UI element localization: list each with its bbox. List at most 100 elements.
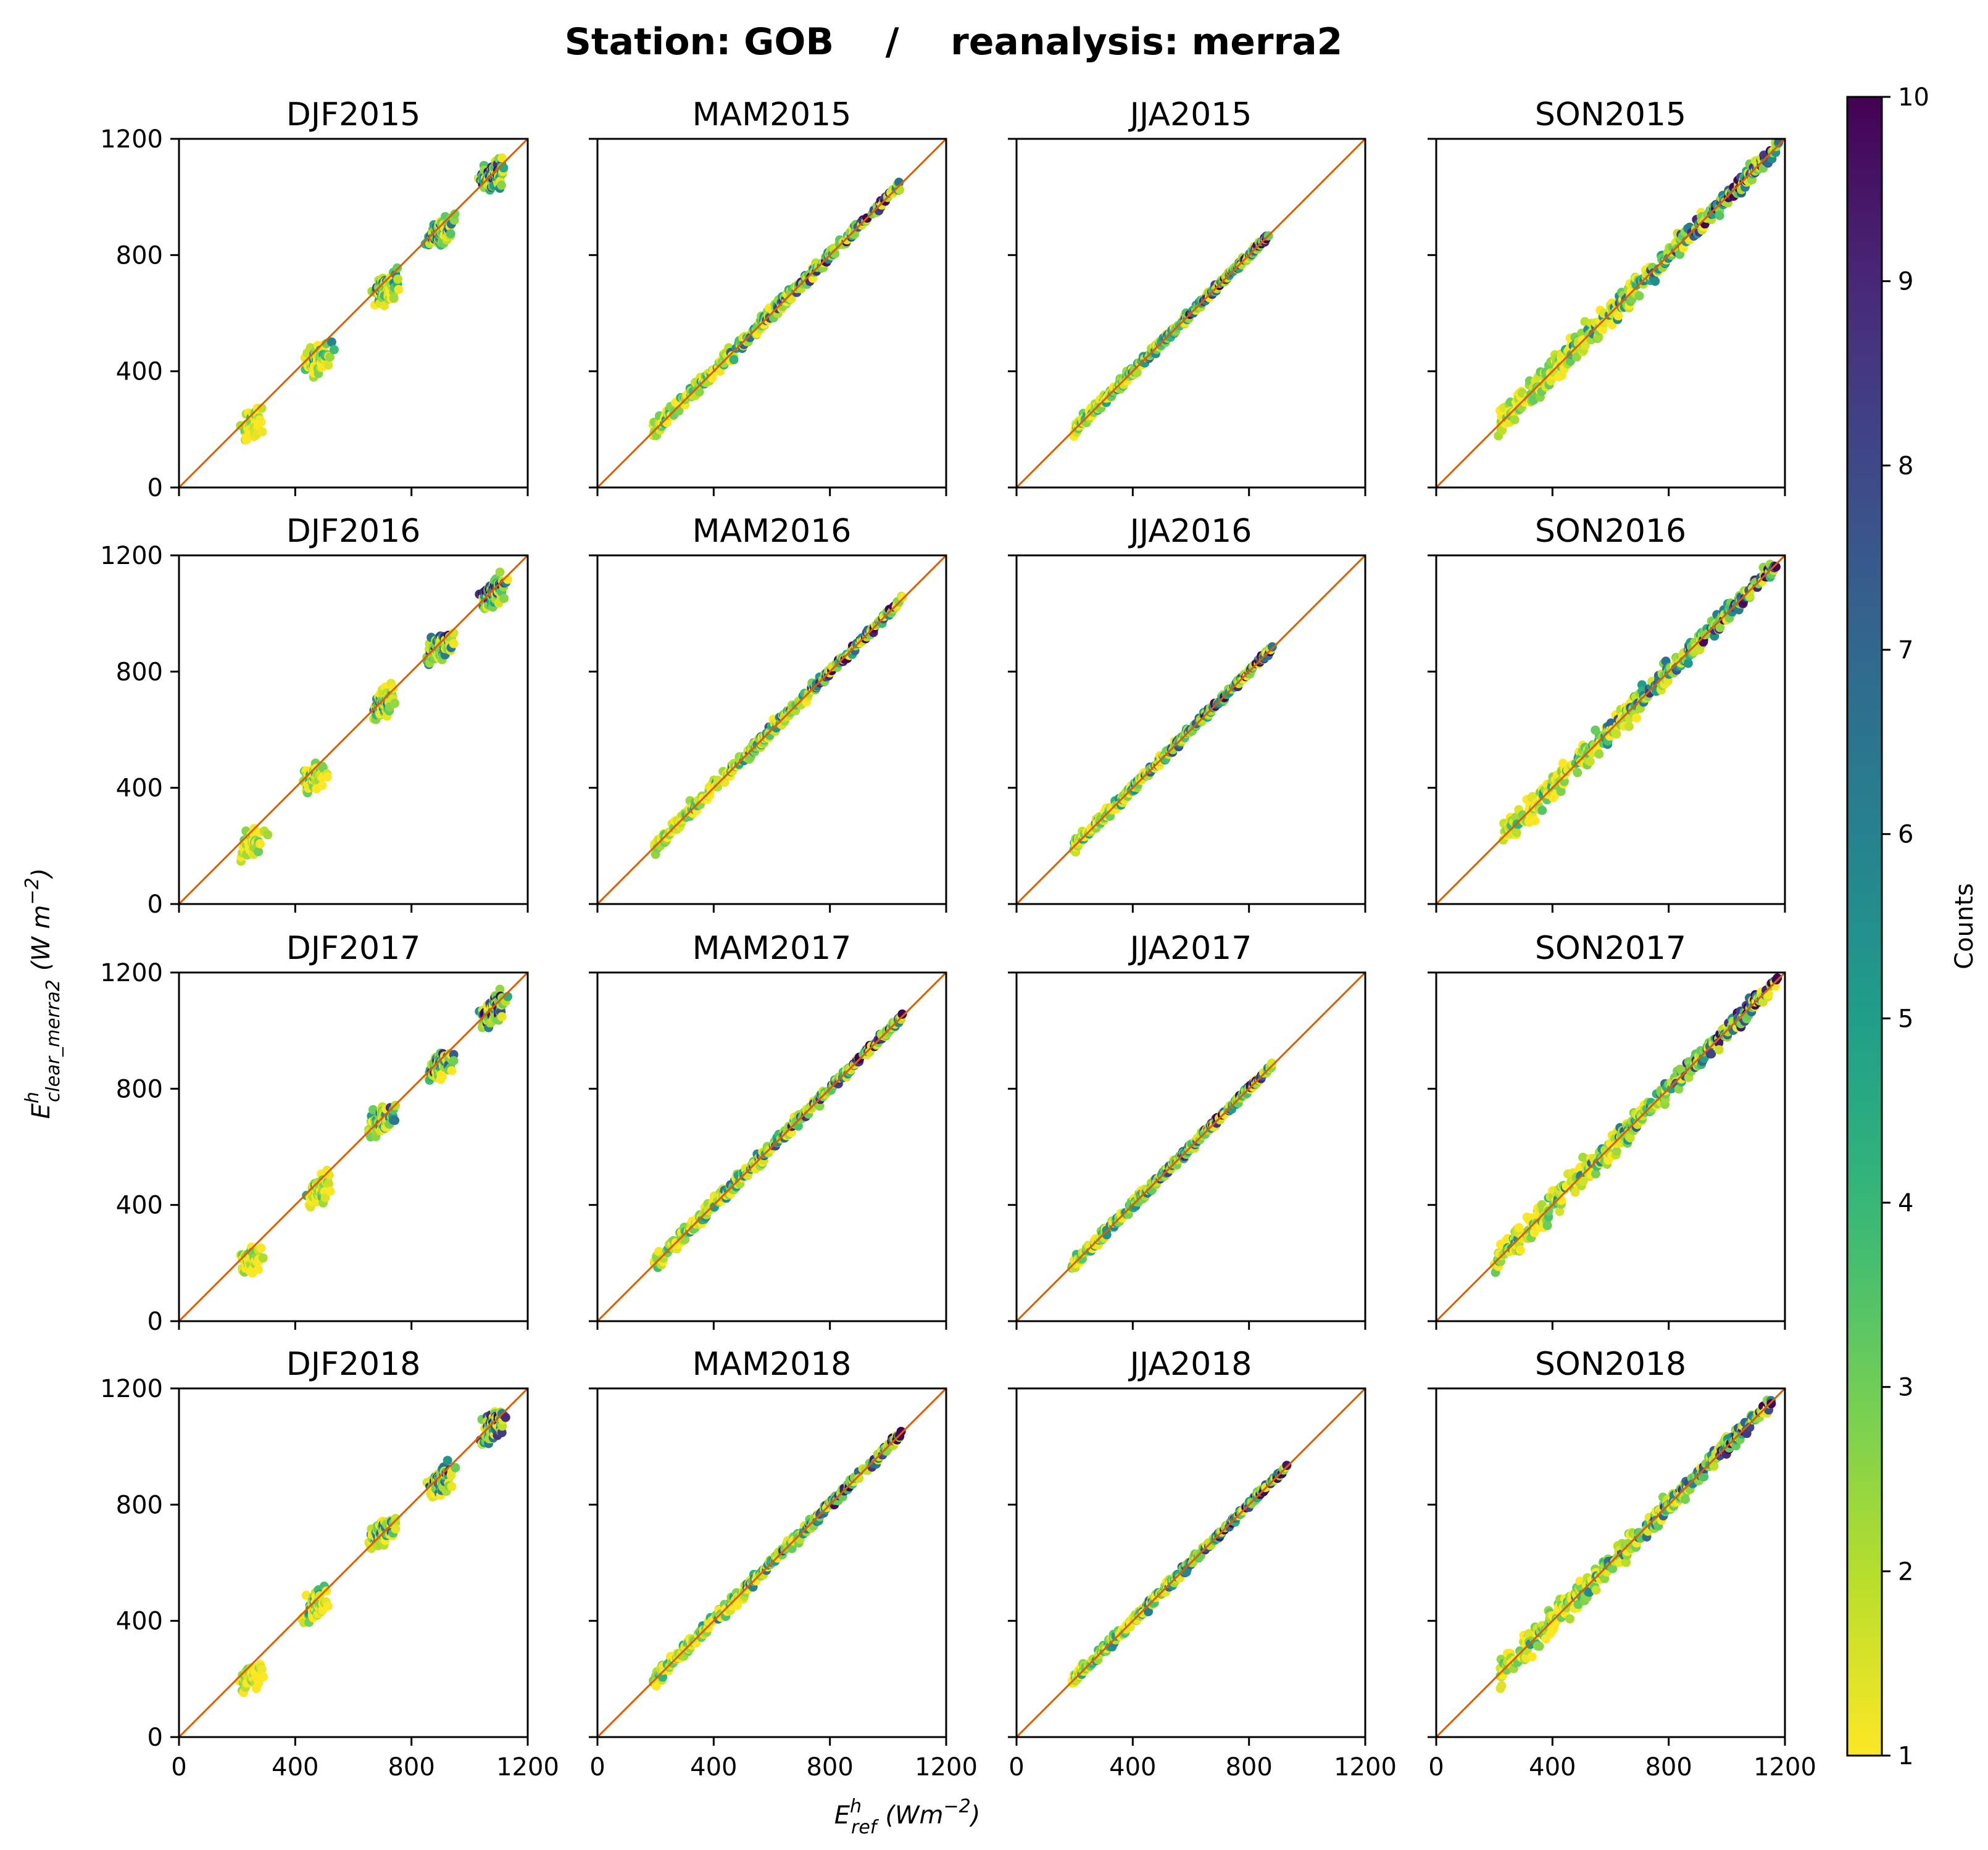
- axes-frame: [178, 554, 529, 905]
- scatter-point: [496, 180, 506, 190]
- scatter-point: [394, 284, 404, 294]
- scatter-point: [390, 1116, 400, 1126]
- one-to-one-line: [179, 555, 528, 904]
- one-to-one-line: [179, 973, 528, 1321]
- panel-title: JJA2015: [1128, 96, 1252, 133]
- scatter-point: [263, 830, 273, 840]
- panel-title: JJA2016: [1128, 513, 1252, 550]
- scatter-point: [323, 360, 333, 370]
- one-to-one-line: [597, 139, 946, 487]
- scatter-point: [1572, 352, 1581, 362]
- figure-title: Station: GOB / reanalysis: merra2: [565, 20, 1343, 64]
- panel-title: DJF2017: [286, 930, 421, 967]
- scatter-point: [301, 1590, 311, 1600]
- panel-title: DJF2016: [286, 513, 421, 550]
- scatter-point: [325, 1187, 335, 1196]
- panel-MAM2016: MAM2016: [589, 513, 947, 913]
- scatter-point: [1774, 139, 1784, 146]
- panel-JJA2017: JJA2017: [1008, 930, 1366, 1330]
- scatter-point: [388, 684, 398, 693]
- panel-title: MAM2017: [692, 930, 852, 967]
- y-tick-label: 1200: [100, 125, 163, 154]
- y-tick-label: 0: [148, 890, 163, 919]
- scatter-point: [897, 592, 907, 602]
- scatter-point: [1267, 642, 1277, 652]
- y-tick-label: 400: [116, 774, 163, 803]
- y-tick-label: 800: [116, 1075, 163, 1103]
- scatter-point: [1512, 828, 1521, 837]
- panel-title: SON2017: [1535, 930, 1686, 967]
- panel-MAM2015: MAM2015: [589, 96, 947, 496]
- scatter-point: [1612, 729, 1621, 739]
- scatter-point: [254, 847, 264, 857]
- y-tick-label: 800: [116, 658, 163, 686]
- y-tick-label: 0: [148, 474, 163, 502]
- scatter-point: [1650, 276, 1660, 286]
- one-to-one-line: [1436, 139, 1785, 487]
- scatter-points: [236, 567, 513, 866]
- scatter-point: [1510, 415, 1520, 425]
- scatter-point: [1714, 1045, 1724, 1055]
- scatter-point: [256, 839, 265, 848]
- scatter-point: [1613, 311, 1623, 321]
- scatter-point: [1544, 1206, 1553, 1216]
- scatter-point: [1573, 768, 1582, 778]
- scatter-point: [1511, 812, 1521, 822]
- scatter-point: [368, 1105, 378, 1114]
- scatter-point: [449, 1056, 459, 1066]
- axes-frame: [596, 971, 947, 1322]
- axes-frame: [1435, 138, 1786, 489]
- scatter-point: [257, 427, 267, 437]
- scatter-point: [694, 387, 704, 397]
- one-to-one-line: [597, 555, 946, 904]
- scatter-point: [1594, 749, 1604, 759]
- scatter-point: [447, 1066, 457, 1076]
- scatter-point: [1612, 1147, 1621, 1156]
- scatter-point: [329, 345, 339, 355]
- scatter-points: [235, 1407, 510, 1698]
- one-to-one-line: [597, 973, 946, 1321]
- axes-frame: [1015, 554, 1366, 905]
- panel-title: DJF2015: [286, 96, 421, 133]
- y-tick-label: 400: [116, 358, 163, 386]
- scatter-point: [449, 639, 459, 649]
- y-tick-label: 0: [148, 1308, 163, 1336]
- scatter-point: [497, 153, 507, 163]
- scatter-point: [1771, 562, 1781, 571]
- panel-title: MAM2015: [692, 96, 852, 133]
- scatter-point: [256, 417, 266, 427]
- one-to-one-line: [1436, 973, 1785, 1321]
- scatter-point: [497, 1012, 507, 1022]
- scatter-point: [729, 355, 739, 365]
- panel-title: SON2016: [1535, 513, 1686, 550]
- scatter-point: [1683, 658, 1693, 668]
- scatter-point: [256, 1243, 266, 1253]
- scatter-point: [320, 1193, 330, 1203]
- scatter-point: [1516, 1245, 1525, 1255]
- axes-frame: [1435, 971, 1786, 1322]
- scatter-point: [897, 1009, 907, 1019]
- axes-frame: [596, 138, 947, 489]
- axes-frame: [178, 971, 529, 1322]
- panel-JJA2016: JJA2016: [1008, 513, 1366, 913]
- scatter-points: [1494, 139, 1784, 441]
- scatter-point: [254, 1264, 263, 1274]
- scatter-point: [258, 1253, 268, 1263]
- scatter-point: [257, 1665, 267, 1674]
- y-tick-label: 400: [116, 1192, 163, 1220]
- scatter-point: [495, 984, 505, 994]
- one-to-one-line: [179, 139, 528, 487]
- scatter-point: [389, 293, 399, 303]
- scatter-point: [380, 301, 389, 310]
- scatter-point: [450, 209, 460, 219]
- scatter-point: [1542, 1221, 1552, 1230]
- scatter-point: [1578, 1176, 1588, 1186]
- scatter-point: [1555, 1206, 1565, 1216]
- scatter-point: [815, 1101, 825, 1111]
- panel-SON2016: SON2016: [1428, 513, 1786, 913]
